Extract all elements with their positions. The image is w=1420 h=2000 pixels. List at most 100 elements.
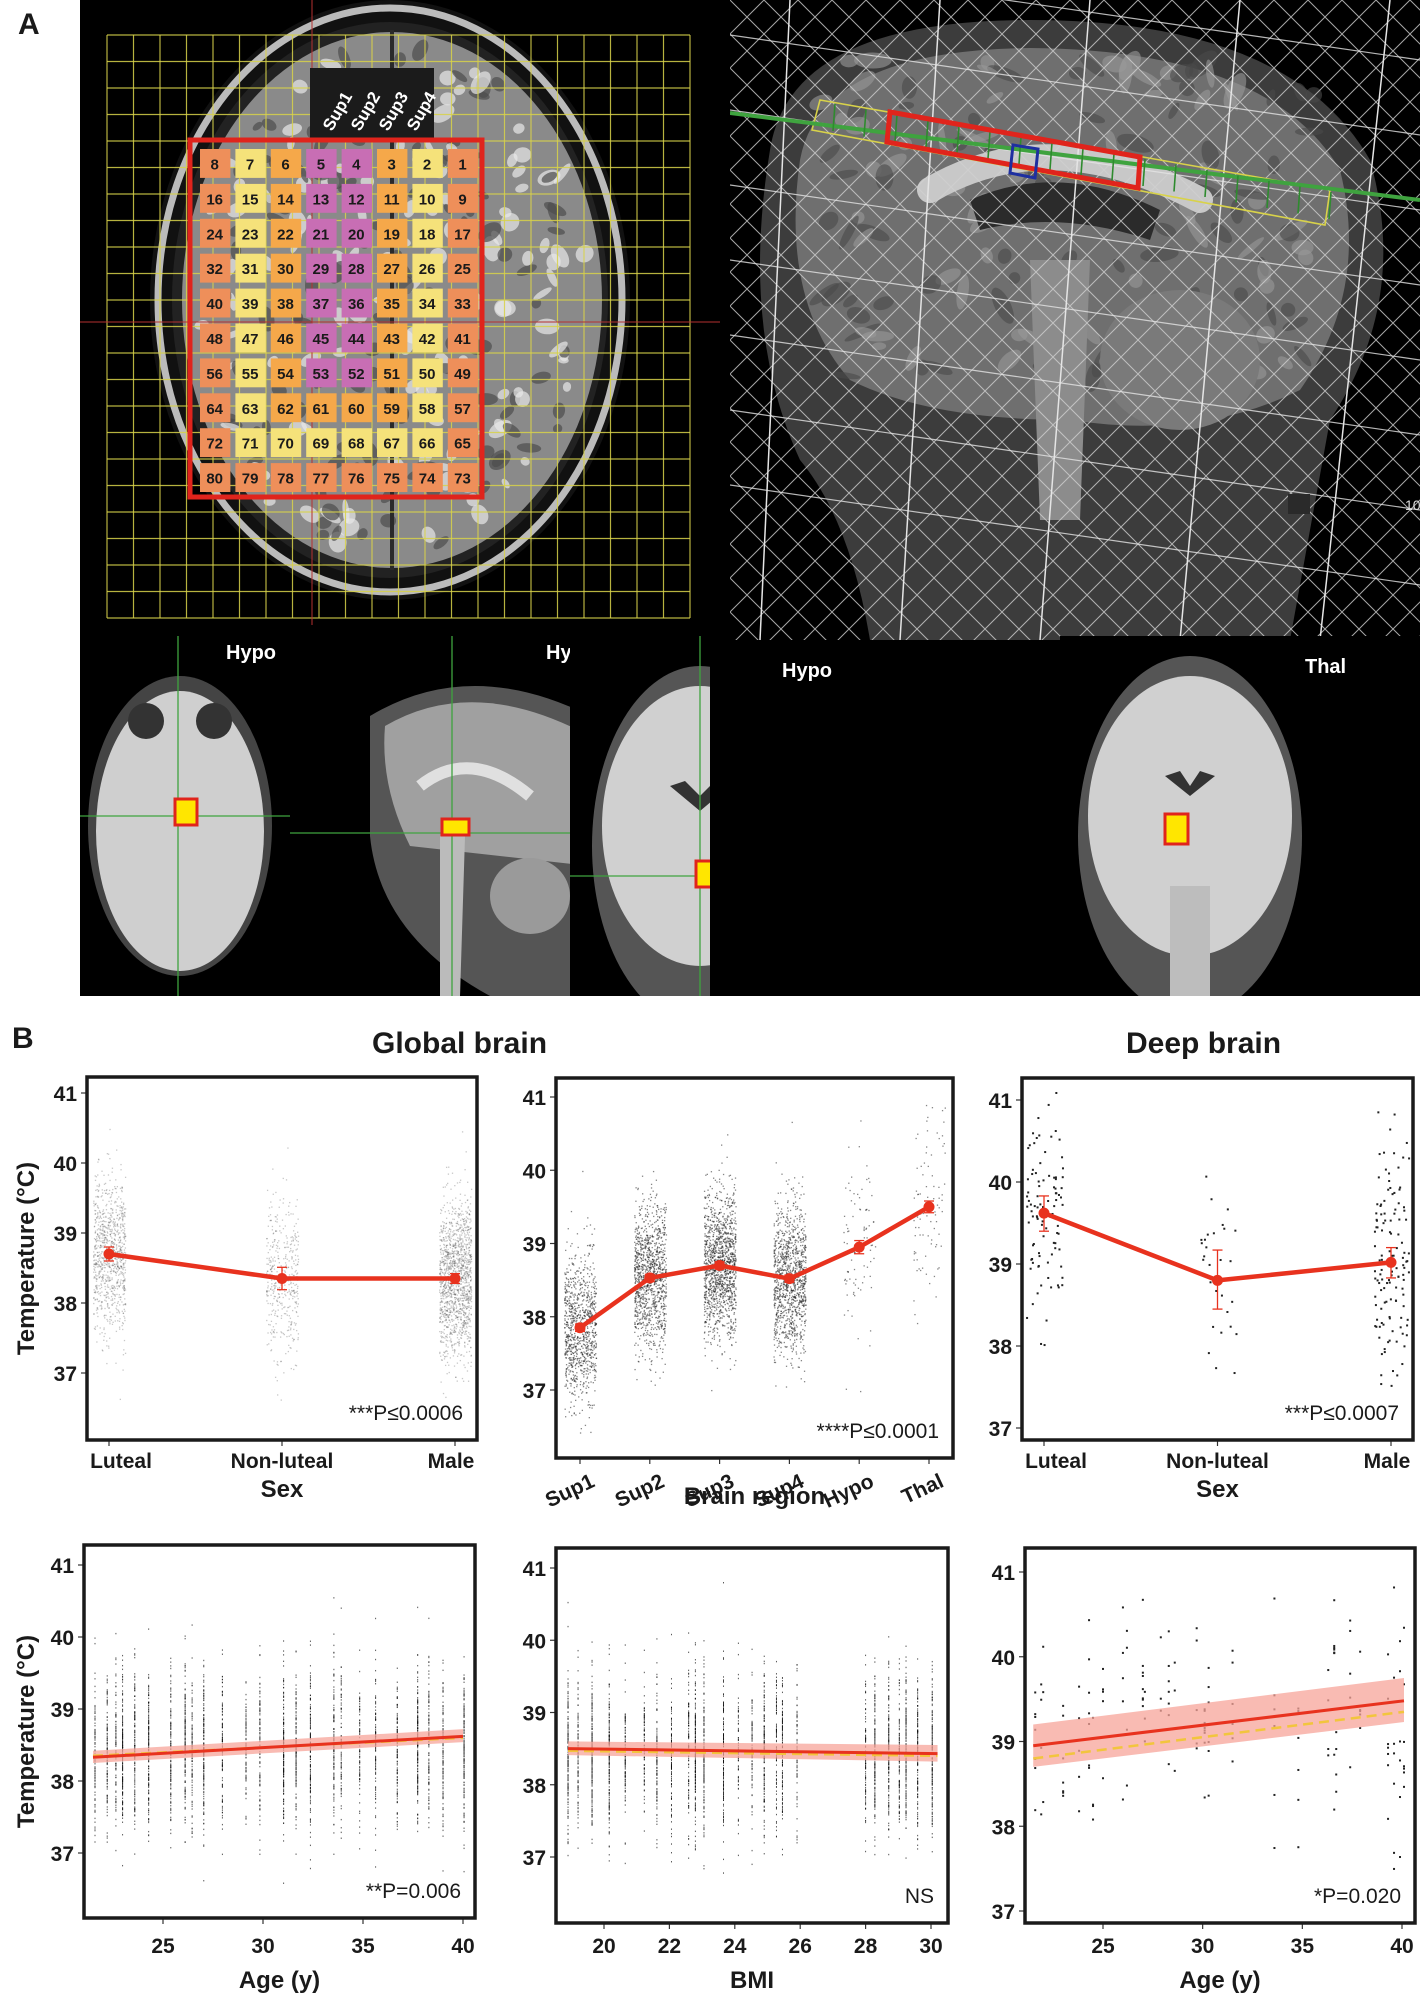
y-tick-label: 37 xyxy=(523,1380,546,1403)
voxel-number: 19 xyxy=(383,226,400,243)
mean-point xyxy=(1038,1207,1050,1219)
y-tick-label: 38 xyxy=(989,1336,1013,1359)
voxel-tile xyxy=(377,149,408,178)
voxel-tile xyxy=(306,253,337,283)
voxel-number: 23 xyxy=(242,226,259,243)
y-tick-label: 40 xyxy=(523,1160,546,1183)
x-tick-label: 30 xyxy=(919,1935,942,1958)
voxel-number: 36 xyxy=(348,296,365,313)
x-tick-label: 30 xyxy=(1191,1935,1214,1958)
y-tick-label: 40 xyxy=(51,1627,74,1650)
voxel-number: 47 xyxy=(242,331,259,348)
mean-point xyxy=(644,1272,656,1284)
y-tick-label: 37 xyxy=(989,1418,1012,1441)
voxel-number: 48 xyxy=(206,331,223,348)
y-tick-label: 39 xyxy=(523,1234,546,1257)
y-tick-label: 39 xyxy=(523,1703,546,1726)
mean-point xyxy=(714,1259,726,1271)
y-tick-label: 41 xyxy=(989,1090,1013,1113)
voxel-tile xyxy=(447,149,479,178)
voxel-number: 11 xyxy=(384,191,400,208)
voxel-tile xyxy=(270,253,302,283)
voxel-number: 31 xyxy=(242,261,259,278)
mean-point xyxy=(276,1273,288,1284)
y-tick-label: 38 xyxy=(54,1293,78,1316)
voxel-number: 10 xyxy=(419,191,436,208)
voxel-tile xyxy=(377,253,408,283)
voxel-tile xyxy=(306,323,337,353)
chart-deep_sex: 37 38 39 40 41 Luteal Non-luteal Male ***P≤0.000… xyxy=(989,1076,1415,1503)
x-tick-label: 40 xyxy=(451,1935,474,1958)
voxel-tile xyxy=(200,323,231,353)
voxel-tile xyxy=(235,323,266,353)
p-value-annotation: ****P≤0.0001 xyxy=(817,1420,939,1443)
x-tick-label: 28 xyxy=(854,1935,878,1958)
voxel-tile xyxy=(270,149,302,178)
voxel-number: 21 xyxy=(313,226,330,243)
voxel-number: 45 xyxy=(313,331,330,348)
x-tick-label: 35 xyxy=(1291,1935,1315,1958)
x-tick-label: 30 xyxy=(251,1935,274,1958)
chart-deep_age: 37 38 39 40 41 25 30 35 40 *P=0.020 Age (y) xyxy=(992,1546,1417,1994)
voxel-number: 6 xyxy=(281,156,289,173)
voxel-number: 27 xyxy=(383,261,400,278)
voxel-number: 18 xyxy=(419,226,436,243)
p-value-annotation: ***P≤0.0006 xyxy=(349,1402,463,1425)
x-tick-label: Non-luteal xyxy=(231,1450,334,1473)
mean-line xyxy=(578,1204,931,1330)
voxel-number: 13 xyxy=(313,191,330,208)
x-axis-title: Sex xyxy=(1196,1476,1239,1503)
voxel-tile xyxy=(341,288,372,318)
y-tick-label: 40 xyxy=(992,1647,1015,1670)
voxel-tile xyxy=(341,218,372,248)
mean-point xyxy=(853,1241,865,1253)
x-axis-title: Sex xyxy=(261,1476,304,1503)
y-tick-label: 39 xyxy=(51,1699,74,1722)
voxel-number: 38 xyxy=(277,296,294,313)
y-tick-label: 41 xyxy=(523,1087,547,1110)
x-tick-label: Non-luteal xyxy=(1166,1450,1269,1473)
y-tick-label: 41 xyxy=(51,1555,75,1578)
voxel-tile xyxy=(270,288,302,318)
mean-point xyxy=(103,1248,115,1260)
voxel-tile xyxy=(341,149,372,178)
mean-point xyxy=(1385,1256,1397,1268)
voxel-tile xyxy=(235,149,266,178)
voxel-tile xyxy=(200,183,231,213)
voxel-number: 46 xyxy=(277,331,294,348)
mean-point xyxy=(1212,1274,1223,1286)
voxel-tile xyxy=(412,288,443,318)
x-axis-title: Age (y) xyxy=(239,1967,320,1994)
axial-mri-grid-view: Sup1 Sup2 Sup3 Sup4 8 7 6 5 4 3 2 1 16 15 14 13 12 11 10 9 2… xyxy=(80,0,720,625)
voxel-tile xyxy=(270,323,302,353)
x-axis-title: Brain region xyxy=(684,1483,825,1510)
voxel-tile xyxy=(200,288,231,318)
voxel-number: 43 xyxy=(383,331,400,348)
voxel-number: 1 xyxy=(458,156,466,173)
y-tick-label: 41 xyxy=(523,1558,547,1581)
voxel-number: 28 xyxy=(348,261,365,278)
x-tick-label: 20 xyxy=(592,1935,615,1958)
voxel-number: 29 xyxy=(313,261,330,278)
y-tick-label: 40 xyxy=(989,1172,1012,1195)
voxel-tile xyxy=(377,218,408,248)
x-tick-label: 40 xyxy=(1390,1935,1413,1958)
voxel-tile xyxy=(377,288,408,318)
mean-point xyxy=(449,1273,461,1284)
mean-point xyxy=(574,1322,586,1334)
y-tick-label: 41 xyxy=(992,1562,1016,1585)
y-tick-label: 41 xyxy=(54,1083,78,1106)
voxel-tile xyxy=(377,323,408,353)
voxel-tile xyxy=(412,323,443,353)
voxel-number: 35 xyxy=(383,296,400,313)
voxel-tile xyxy=(235,253,266,283)
plot-frame xyxy=(82,1543,477,1920)
x-tick-label: 25 xyxy=(151,1935,175,1958)
voxel-number: 39 xyxy=(242,296,259,313)
voxel-number: 34 xyxy=(419,296,436,313)
mean-point xyxy=(783,1273,795,1285)
voxel-number: 37 xyxy=(313,296,330,313)
voxel-tile xyxy=(200,253,231,283)
x-tick-label: Sup2 xyxy=(612,1470,668,1513)
x-tick-label: 22 xyxy=(658,1935,681,1958)
